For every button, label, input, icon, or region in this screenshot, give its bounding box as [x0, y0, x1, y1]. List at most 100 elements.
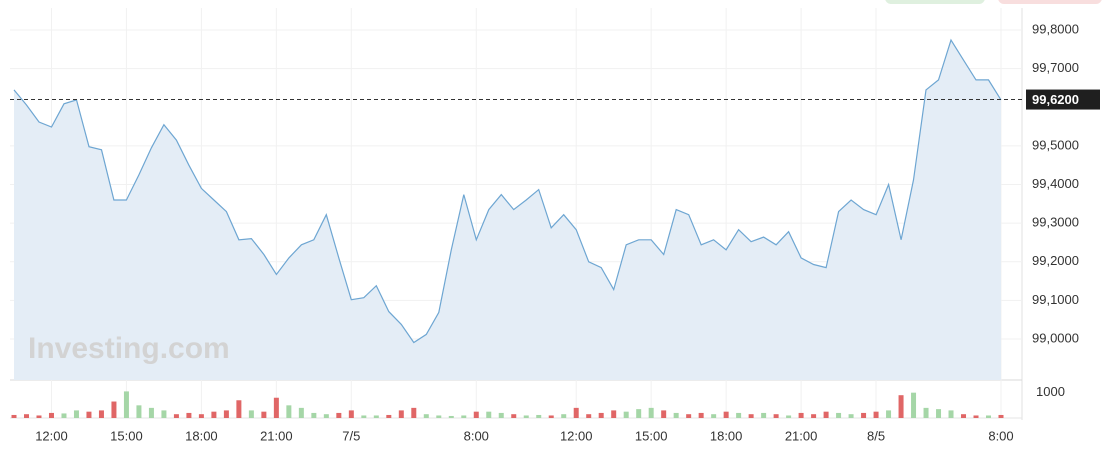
volume-bar	[898, 395, 904, 418]
x-tick-label: 8/5	[867, 428, 885, 443]
volume-bar	[598, 412, 604, 418]
y-tick-label: 99,4000	[1032, 176, 1079, 191]
volume-bar	[836, 412, 842, 418]
volume-bar	[748, 414, 754, 418]
volume-bar	[923, 407, 929, 418]
volume-bar	[611, 410, 617, 418]
volume-bar	[636, 409, 642, 418]
volume-bar	[911, 392, 917, 418]
volume-bar	[273, 397, 279, 418]
volume-bar	[661, 410, 667, 418]
volume-bar	[686, 414, 692, 418]
volume-bar	[148, 407, 154, 418]
volume-bar	[561, 414, 567, 418]
volume-bar	[586, 414, 592, 418]
volume-bar	[723, 411, 729, 418]
volume-bar	[261, 411, 267, 418]
volume-bar	[473, 411, 479, 418]
volume-bar	[361, 415, 367, 418]
volume-bar	[761, 412, 767, 418]
volume-bar	[323, 414, 329, 418]
volume-bar	[973, 415, 979, 418]
volume-bar	[173, 414, 179, 418]
volume-bar	[286, 405, 292, 418]
volume-bar	[11, 414, 17, 418]
x-tick-label: 8:00	[464, 428, 489, 443]
volume-bar	[348, 410, 354, 418]
watermark: Investing.com	[28, 332, 230, 365]
volume-bar	[211, 411, 217, 418]
volume-bar	[298, 407, 304, 418]
y-tick-label: 99,8000	[1032, 21, 1079, 36]
current-price-box	[1026, 89, 1100, 110]
volume-bar	[523, 415, 529, 418]
y-tick-label: 99,1000	[1032, 292, 1079, 307]
volume-bar	[711, 414, 717, 418]
volume-bar	[986, 415, 992, 418]
volume-bar	[23, 414, 29, 418]
x-tick-label: 8:00	[988, 428, 1013, 443]
volume-bar	[423, 414, 429, 418]
volume-bar	[511, 414, 517, 418]
volume-bar	[98, 410, 104, 418]
volume-bar	[386, 414, 392, 418]
volume-bar	[198, 414, 204, 418]
volume-bar	[573, 407, 579, 418]
volume-bar	[136, 405, 142, 418]
volume-bar	[548, 415, 554, 418]
volume-bar	[161, 410, 167, 418]
x-tick-label: 21:00	[785, 428, 818, 443]
volume-bar	[311, 412, 317, 418]
button-buy[interactable]	[885, 0, 985, 4]
area-fill	[14, 40, 1001, 380]
x-tick-label: 15:00	[110, 428, 143, 443]
volume-bar	[823, 411, 829, 418]
volume-bar	[623, 411, 629, 418]
x-tick-label: 12:00	[560, 428, 593, 443]
volume-bar	[48, 412, 54, 418]
y-tick-label: 99,2000	[1032, 253, 1079, 268]
volume-tick-label: 1000	[1036, 384, 1065, 399]
volume-bar	[248, 410, 254, 418]
volume-bar	[373, 415, 379, 418]
volume-bar	[123, 391, 129, 418]
volume-bar	[111, 401, 117, 418]
volume-bar	[223, 410, 229, 418]
volume-bar	[448, 415, 454, 418]
volume-bar	[773, 414, 779, 418]
volume-bar	[61, 413, 67, 418]
volume-bar	[336, 412, 342, 418]
x-tick-label: 18:00	[710, 428, 743, 443]
x-tick-label: 18:00	[185, 428, 218, 443]
volume-bar	[86, 411, 92, 418]
price-line	[13, 38, 1002, 344]
volume-bar	[186, 412, 192, 418]
current-price-label: 99,6200	[1032, 92, 1079, 107]
x-tick-label: 15:00	[635, 428, 668, 443]
volume-bar	[498, 412, 504, 418]
volume-bar	[861, 412, 867, 418]
volume-bar	[936, 409, 942, 418]
volume-bar	[236, 400, 242, 418]
x-tick-label: 21:00	[260, 428, 293, 443]
y-tick-label: 99,0000	[1032, 330, 1079, 345]
volume-bar	[36, 415, 42, 418]
volume-bar	[436, 415, 442, 418]
volume-bar	[998, 414, 1004, 418]
x-tick-label: 12:00	[35, 428, 68, 443]
button-sell[interactable]	[998, 0, 1102, 4]
volume-bar	[698, 412, 704, 418]
volume-bar	[786, 415, 792, 418]
volume-bar	[886, 410, 892, 418]
volume-bar	[798, 412, 804, 418]
volume-bar	[536, 414, 542, 418]
volume-bar	[811, 414, 817, 418]
volume-bar	[961, 414, 967, 418]
y-tick-label: 99,5000	[1032, 137, 1079, 152]
volume-bar	[73, 410, 79, 418]
volume-bar	[648, 407, 654, 418]
volume-bar	[486, 411, 492, 418]
volume-bar	[873, 411, 879, 418]
volume-bar	[411, 407, 417, 418]
